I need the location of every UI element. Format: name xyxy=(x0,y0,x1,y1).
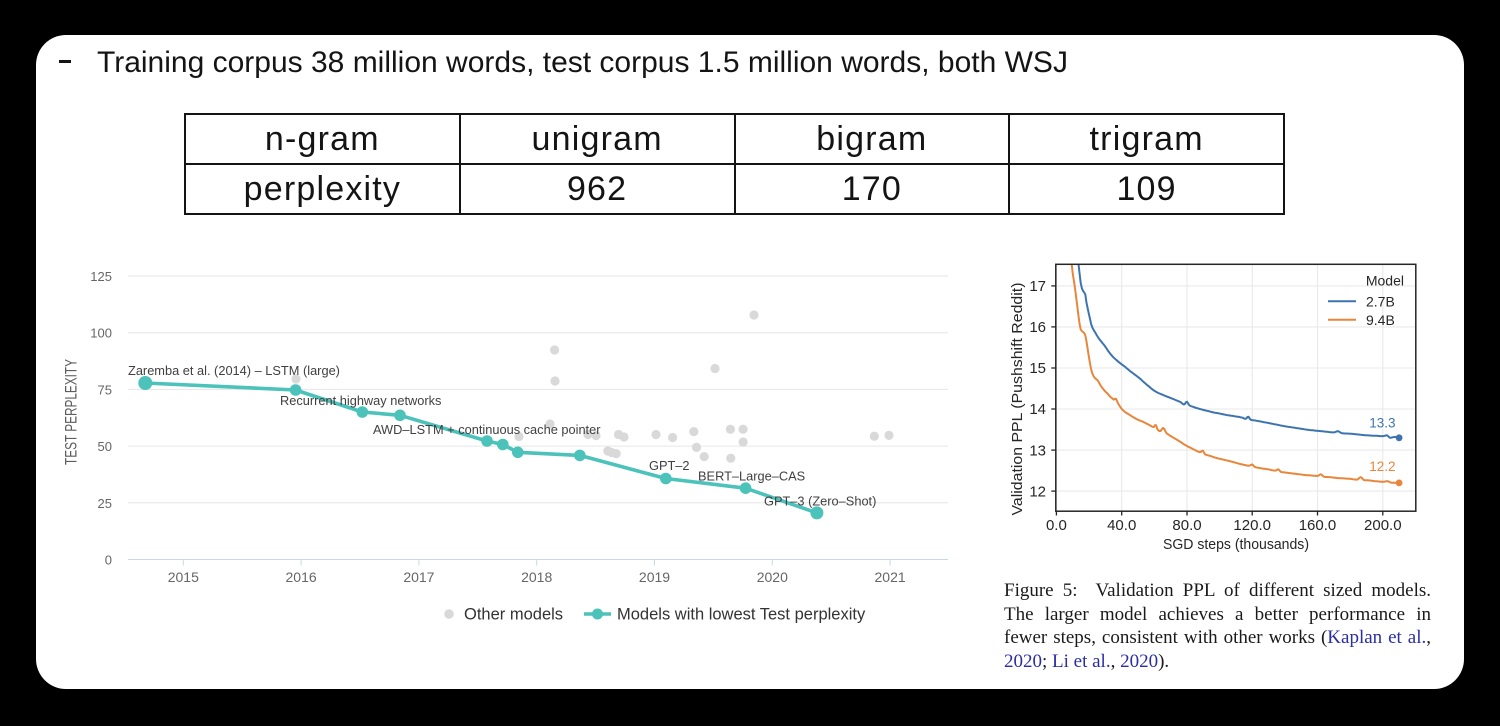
svg-text:Validation PPL (Pushshift Redd: Validation PPL (Pushshift Reddit) xyxy=(1009,283,1026,516)
svg-text:80.0: 80.0 xyxy=(1172,517,1201,534)
svg-text:125: 125 xyxy=(90,269,112,284)
svg-text:13: 13 xyxy=(1029,442,1046,459)
svg-text:Zaremba et al. (2014) – LSTM (: Zaremba et al. (2014) – LSTM (large) xyxy=(128,363,340,378)
svg-text:2017: 2017 xyxy=(403,569,434,585)
svg-text:GPT–3 (Zero–Shot): GPT–3 (Zero–Shot) xyxy=(764,494,876,509)
svg-text:Model: Model xyxy=(1366,273,1404,289)
svg-text:2016: 2016 xyxy=(286,569,317,585)
svg-text:Models with lowest Test perple: Models with lowest Test perplexity xyxy=(617,606,866,624)
svg-text:13.3: 13.3 xyxy=(1369,416,1395,431)
svg-text:50: 50 xyxy=(98,439,112,454)
svg-text:BERT–Large–CAS: BERT–Large–CAS xyxy=(698,469,805,484)
svg-text:GPT–2: GPT–2 xyxy=(649,458,690,473)
svg-text:AWD–LSTM + continuous cache po: AWD–LSTM + continuous cache pointer xyxy=(373,422,601,437)
svg-text:75: 75 xyxy=(98,382,112,397)
svg-text:40.0: 40.0 xyxy=(1107,517,1136,534)
svg-text:16: 16 xyxy=(1029,319,1046,336)
svg-text:2.7B: 2.7B xyxy=(1366,293,1395,309)
svg-text:9.4B: 9.4B xyxy=(1366,312,1395,328)
svg-text:SGD steps (thousands): SGD steps (thousands) xyxy=(1163,536,1309,553)
svg-text:15: 15 xyxy=(1029,360,1046,377)
svg-text:160.0: 160.0 xyxy=(1299,517,1337,534)
svg-text:12.2: 12.2 xyxy=(1369,459,1395,474)
svg-text:2019: 2019 xyxy=(639,569,670,585)
svg-text:TEST PERPLEXITY: TEST PERPLEXITY xyxy=(62,359,81,465)
svg-text:120.0: 120.0 xyxy=(1233,517,1271,534)
svg-text:17: 17 xyxy=(1029,278,1046,295)
svg-text:12: 12 xyxy=(1029,483,1046,500)
svg-text:2015: 2015 xyxy=(168,569,199,585)
svg-text:2020: 2020 xyxy=(757,569,788,585)
svg-text:Recurrent highway networks: Recurrent highway networks xyxy=(280,393,441,408)
svg-text:2021: 2021 xyxy=(875,569,906,585)
svg-text:14: 14 xyxy=(1029,401,1046,418)
svg-text:Other models: Other models xyxy=(464,606,563,624)
svg-text:25: 25 xyxy=(98,496,112,511)
svg-text:0.0: 0.0 xyxy=(1046,517,1067,534)
svg-text:100: 100 xyxy=(90,326,112,341)
svg-text:2018: 2018 xyxy=(521,569,552,585)
svg-text:200.0: 200.0 xyxy=(1364,517,1402,534)
svg-text:0: 0 xyxy=(105,553,112,568)
